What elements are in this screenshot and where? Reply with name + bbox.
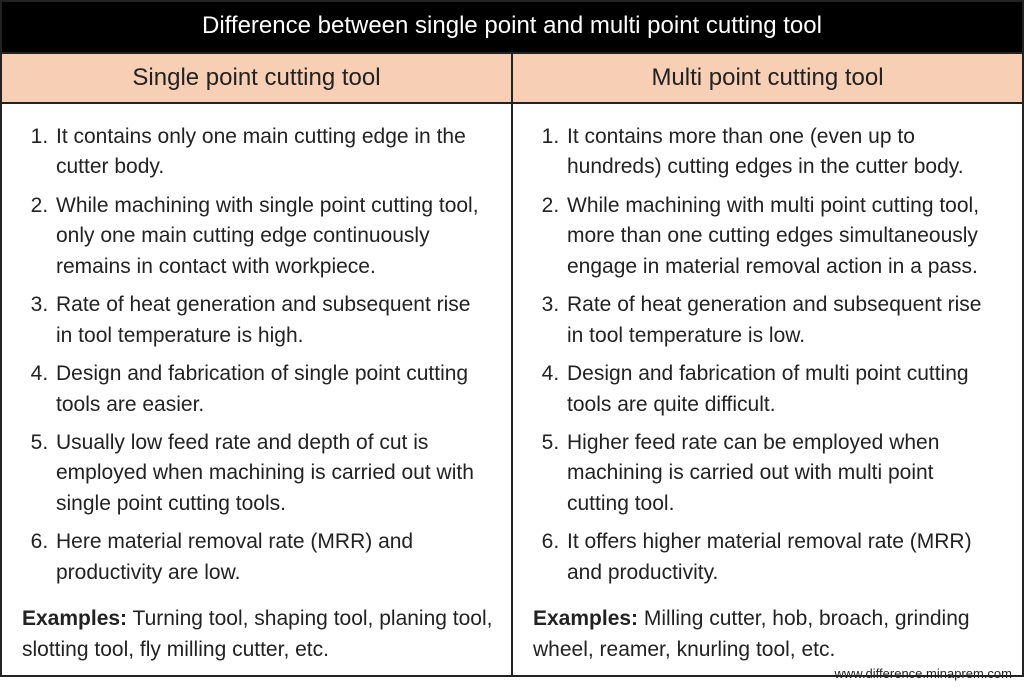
source-url: www.difference.minaprem.com — [835, 666, 1013, 681]
table-title: Difference between single point and mult… — [1, 1, 1023, 53]
body-row: It contains only one main cutting edge i… — [1, 103, 1023, 676]
comparison-table: Difference between single point and mult… — [0, 0, 1024, 677]
list-item: It contains more than one (even up to hu… — [565, 118, 1004, 187]
list-item: While machining with multi point cutting… — [565, 187, 1004, 286]
examples-label: Examples: — [533, 607, 638, 630]
left-points-list: It contains only one main cutting edge i… — [20, 118, 493, 592]
list-item: Rate of heat generation and subsequent r… — [565, 286, 1004, 355]
list-item: Usually low feed rate and depth of cut i… — [54, 424, 493, 523]
left-examples: Examples: Turning tool, shaping tool, pl… — [20, 602, 493, 665]
header-row: Single point cutting tool Multi point cu… — [1, 53, 1023, 103]
list-item: It contains only one main cutting edge i… — [54, 118, 493, 187]
examples-label: Examples: — [22, 607, 127, 630]
right-points-list: It contains more than one (even up to hu… — [531, 118, 1004, 592]
list-item: Higher feed rate can be employed when ma… — [565, 424, 1004, 523]
right-cell: It contains more than one (even up to hu… — [512, 103, 1023, 676]
list-item: Design and fabrication of single point c… — [54, 355, 493, 424]
list-item: Rate of heat generation and subsequent r… — [54, 286, 493, 355]
comparison-document: Difference between single point and mult… — [0, 0, 1024, 687]
list-item: Design and fabrication of multi point cu… — [565, 355, 1004, 424]
column-header-right: Multi point cutting tool — [512, 53, 1023, 103]
left-cell: It contains only one main cutting edge i… — [1, 103, 512, 676]
list-item: While machining with single point cuttin… — [54, 187, 493, 286]
list-item: Here material removal rate (MRR) and pro… — [54, 523, 493, 592]
column-header-left: Single point cutting tool — [1, 53, 512, 103]
list-item: It offers higher material removal rate (… — [565, 523, 1004, 592]
title-row: Difference between single point and mult… — [1, 1, 1023, 53]
right-examples: Examples: Milling cutter, hob, broach, g… — [531, 602, 1004, 665]
